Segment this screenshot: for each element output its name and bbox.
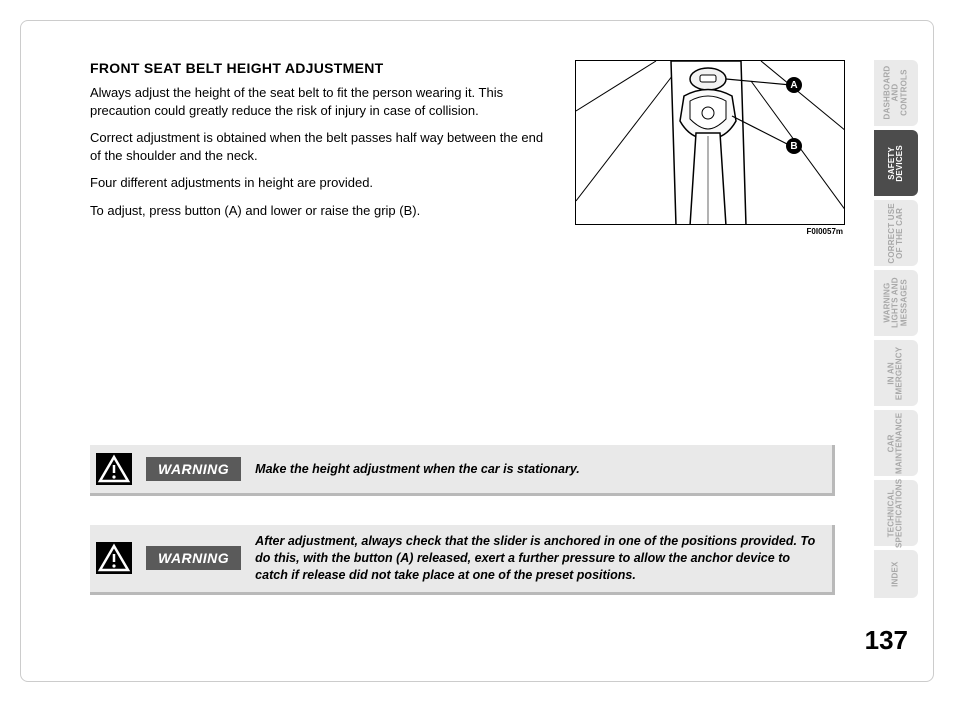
tab-label: DASHBOARDANDCONTROLS <box>883 66 908 120</box>
tab-label: CORRECT USEOF THE CAR <box>888 203 905 263</box>
tab-emergency[interactable]: IN ANEMERGENCY <box>874 340 918 406</box>
warning-triangle-icon <box>96 453 132 485</box>
warning-text: After adjustment, always check that the … <box>255 533 818 584</box>
page-number: 137 <box>865 625 908 656</box>
tab-correct-use[interactable]: CORRECT USEOF THE CAR <box>874 200 918 266</box>
paragraph: Correct adjustment is obtained when the … <box>90 129 550 164</box>
tab-index[interactable]: INDEX <box>874 550 918 598</box>
paragraph: To adjust, press button (A) and lower or… <box>90 202 550 220</box>
warning-triangle-icon <box>96 542 132 574</box>
warning-box: WARNING After adjustment, always check t… <box>90 525 835 595</box>
figure-caption: F0I0057m <box>575 227 845 236</box>
tab-maintenance[interactable]: CARMAINTENANCE <box>874 410 918 476</box>
warning-label: WARNING <box>146 457 241 481</box>
figure-frame: A B <box>575 60 845 225</box>
tab-label: IN ANEMERGENCY <box>888 346 905 399</box>
warning-box: WARNING Make the height adjustment when … <box>90 445 835 496</box>
tab-specifications[interactable]: TECHNICALSPECIFICATIONS <box>874 480 918 546</box>
tab-label: SAFETYDEVICES <box>888 145 905 182</box>
tab-label: INDEX <box>892 561 900 586</box>
tab-dashboard-controls[interactable]: DASHBOARDANDCONTROLS <box>874 60 918 126</box>
warning-label: WARNING <box>146 546 241 570</box>
tab-label: CARMAINTENANCE <box>888 412 905 473</box>
tab-warning-lights[interactable]: WARNINGLIGHTS ANDMESSAGES <box>874 270 918 336</box>
paragraph: Always adjust the height of the seat bel… <box>90 84 550 119</box>
seatbelt-illustration <box>576 61 845 225</box>
tab-safety-devices[interactable]: SAFETYDEVICES <box>874 130 918 196</box>
tab-label: TECHNICALSPECIFICATIONS <box>888 478 905 547</box>
callout-a: A <box>786 77 802 93</box>
tab-label: WARNINGLIGHTS ANDMESSAGES <box>883 278 908 329</box>
warning-text: Make the height adjustment when the car … <box>255 461 818 478</box>
figure: A B F0I0057m <box>575 60 845 236</box>
callout-b: B <box>786 138 802 154</box>
paragraph: Four different adjustments in height are… <box>90 174 550 192</box>
sidebar-tabs: DASHBOARDANDCONTROLS SAFETYDEVICES CORRE… <box>874 60 918 598</box>
